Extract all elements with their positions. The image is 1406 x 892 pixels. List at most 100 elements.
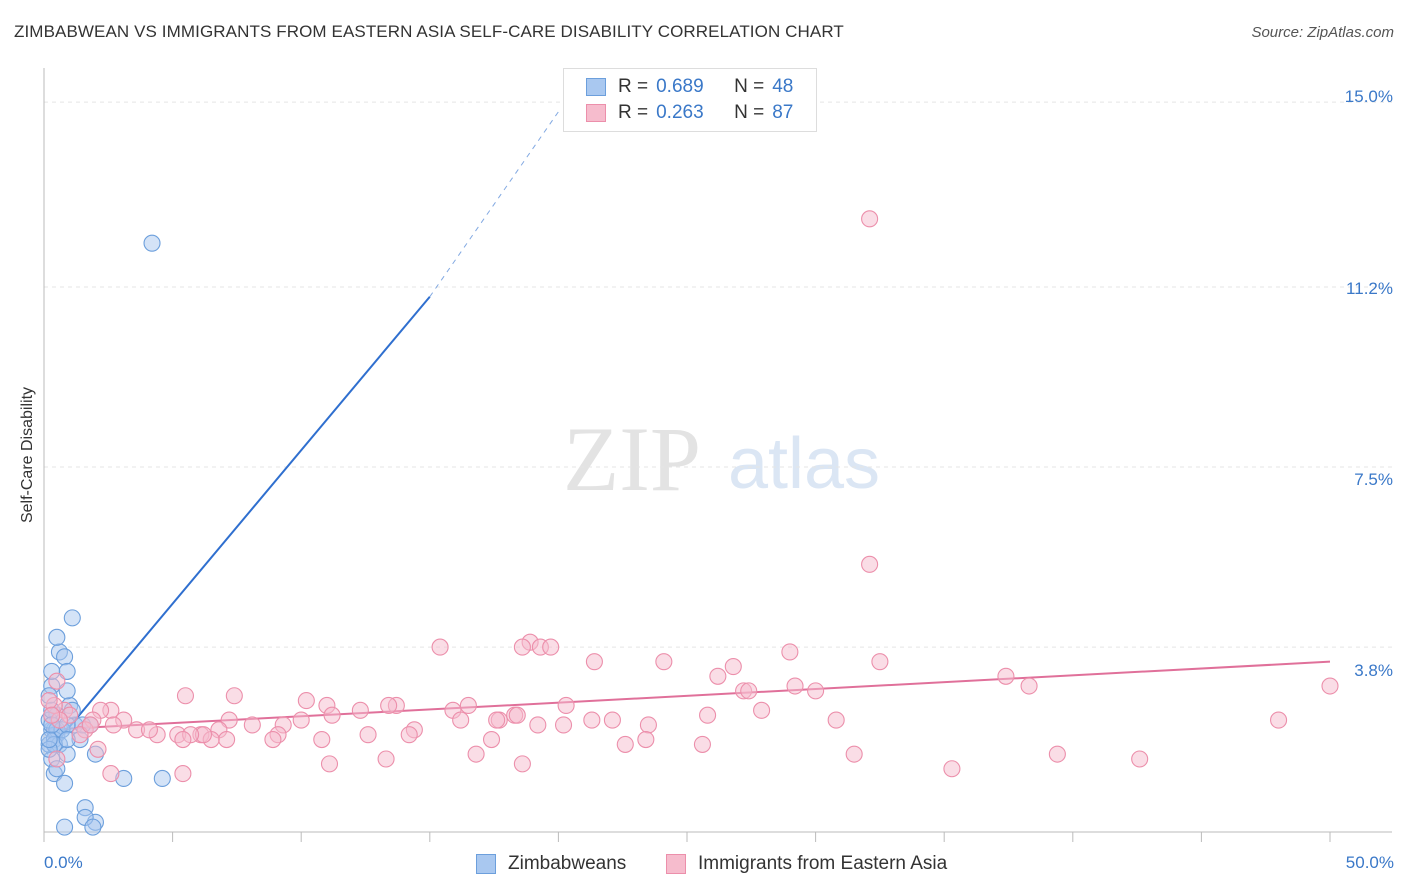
eastern-asia-point [243,716,261,734]
eastern-asia-point [845,745,863,763]
eastern-asia-point [861,210,879,228]
eastern-asia-point [871,653,889,671]
eastern-asia-point [359,726,377,744]
eastern-asia-point [554,716,573,734]
legend-n-label: N = [734,76,765,97]
eastern-asia-point [637,730,655,749]
zimbabwean-point [40,730,58,749]
eastern-asia-point [43,706,61,724]
watermark-zip: ZIP [563,408,701,510]
eastern-asia-point [218,730,236,749]
zimbabwean-point [48,628,66,646]
zimbabwean-point [153,769,171,788]
eastern-asia-point [585,653,603,671]
y-tick-label: 15.0% [1344,87,1393,106]
eastern-asia-point [861,555,879,573]
legend-r-value: 0.263 [656,102,704,123]
eastern-asia-point [48,750,66,768]
eastern-asia-point [1270,711,1288,729]
eastern-asia-point [104,716,122,734]
eastern-asia-point [557,696,575,715]
y-tick-label: 7.5% [1354,470,1393,489]
eastern-asia-point [1321,677,1339,695]
eastern-asia-point [482,730,501,749]
eastern-asia-point [264,730,282,749]
legend-swatch-blue [476,854,496,874]
legend-n-value: 48 [772,76,794,97]
eastern-asia-point [488,711,506,729]
eastern-asia-point [292,711,310,729]
chart-title: ZIMBABWEAN VS IMMIGRANTS FROM EASTERN AS… [14,22,844,41]
zimbabwean-trend-line [45,296,431,755]
eastern-asia-point [40,692,58,710]
eastern-asia-point [603,711,621,729]
trend-lines [45,111,1331,755]
legend-label: Immigrants from Eastern Asia [698,853,948,874]
eastern-asia-point [616,735,634,753]
eastern-asia-point [452,711,470,729]
eastern-asia-point [724,657,742,676]
zimbabwean-point [84,818,102,836]
eastern-asia-point [140,721,159,739]
eastern-asia-point [81,716,99,734]
eastern-asia-point [997,667,1015,685]
eastern-asia-point [699,706,717,724]
watermark-atlas: atlas [728,424,880,504]
eastern-asia-point [176,687,195,705]
legend-n-label: N = [734,102,765,123]
eastern-asia-point [655,653,673,671]
zimbabwean-trend-extension [429,111,559,297]
eastern-asia-point [351,701,369,719]
legend-r-label: R = [618,76,649,97]
eastern-asia-point [513,638,531,656]
legend-swatch-pink [666,854,686,874]
eastern-asia-point [583,711,601,729]
zimbabwean-point [56,818,74,836]
source-label: Source: ZipAtlas.com [1251,24,1394,41]
grid [44,101,1392,648]
eastern-asia-point [459,696,477,715]
y-axis-label: Self-Care Disability [19,386,36,524]
zimbabwean-point [143,234,161,252]
legend-swatch-pink [586,104,606,122]
axes [43,68,1392,833]
eastern-asia-point [313,730,331,749]
eastern-asia-point [781,643,799,661]
eastern-asia-point [508,706,526,724]
eastern-asia-point [320,755,339,773]
y-tick-label: 11.2% [1346,279,1393,298]
y-tick-label: 3.8% [1354,661,1393,680]
x-ticks [43,832,1331,842]
legend-r-value: 0.689 [656,76,704,97]
zimbabwean-point [56,774,74,792]
eastern-asia-point [807,682,825,700]
eastern-asia-point [786,677,804,695]
zimbabwean-point [56,648,74,666]
eastern-asia-point [542,638,560,656]
eastern-asia-point [943,760,961,778]
eastern-asia-point [174,765,192,783]
eastern-asia-point [297,692,315,710]
eastern-asia-point [1020,677,1038,695]
eastern-asia-point [740,682,758,700]
eastern-asia-point [400,726,418,744]
eastern-asia-point [380,696,398,715]
eastern-asia-point [753,701,771,719]
eastern-asia-point [467,745,485,763]
correlation-legend: R = 0.689 N = 48 R = 0.263 N = 87 [563,68,817,132]
legend-n-value: 87 [772,102,794,123]
eastern-asia-point [48,672,66,690]
legend-r-label: R = [618,102,649,123]
eastern-asia-point [1048,745,1066,763]
x-tick-label-max: 50.0% [1345,853,1394,872]
eastern-asia-point [89,740,107,758]
eastern-asia-point [827,711,845,729]
bottom-legend-zimbabweans: Zimbabweans [476,852,626,876]
zimbabwean-point [63,609,81,627]
bottom-legend-eastern-asia: Immigrants from Eastern Asia [666,852,947,876]
legend-swatch-blue [586,78,606,96]
eastern-asia-point [513,755,531,773]
eastern-asia-point [225,687,243,705]
watermark: ZIP atlas [563,408,880,510]
